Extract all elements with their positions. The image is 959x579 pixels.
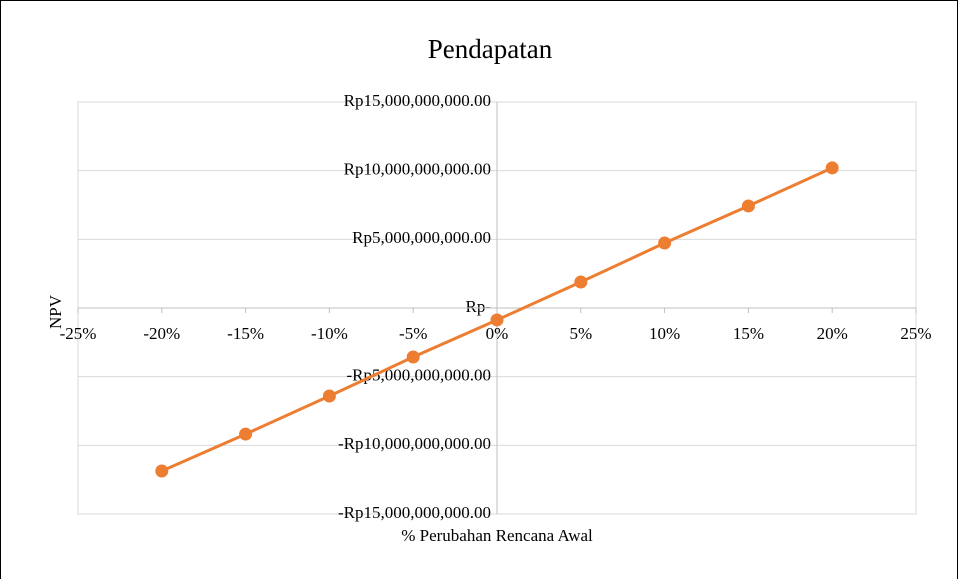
y-tick-label: -Rp15,000,000,000.00 <box>338 503 491 522</box>
x-tick-label: 15% <box>733 324 764 343</box>
data-point <box>741 199 755 213</box>
x-tick-label: 5% <box>569 324 592 343</box>
x-tick-label: -15% <box>227 324 264 343</box>
x-tick-label: -5% <box>399 324 427 343</box>
data-point <box>239 427 253 441</box>
data-point <box>825 161 839 175</box>
data-point <box>406 350 420 364</box>
x-tick-label: 0% <box>486 324 509 343</box>
x-axis-title: % Perubahan Rencana Awal <box>401 526 593 545</box>
y-tick-label: Rp- <box>466 297 492 316</box>
y-tick-label: Rp15,000,000,000.00 <box>344 91 491 110</box>
x-tick-label: -25% <box>60 324 97 343</box>
x-tick-label: 25% <box>900 324 931 343</box>
data-point <box>490 313 504 327</box>
x-tick-label: -10% <box>311 324 348 343</box>
x-tick-label: -20% <box>143 324 180 343</box>
y-tick-label: -Rp5,000,000,000.00 <box>347 366 492 385</box>
y-tick-label: Rp5,000,000,000.00 <box>352 228 491 247</box>
data-point <box>658 236 672 250</box>
data-point <box>322 389 336 403</box>
y-axis-title: NPV <box>46 294 65 329</box>
x-tick-label: 20% <box>817 324 848 343</box>
x-tick-label: 10% <box>649 324 680 343</box>
data-point <box>155 464 169 478</box>
chart-title: Pendapatan <box>428 34 553 64</box>
y-tick-label: -Rp10,000,000,000.00 <box>338 434 491 453</box>
data-point <box>574 275 588 289</box>
y-tick-label: Rp10,000,000,000.00 <box>344 160 491 179</box>
